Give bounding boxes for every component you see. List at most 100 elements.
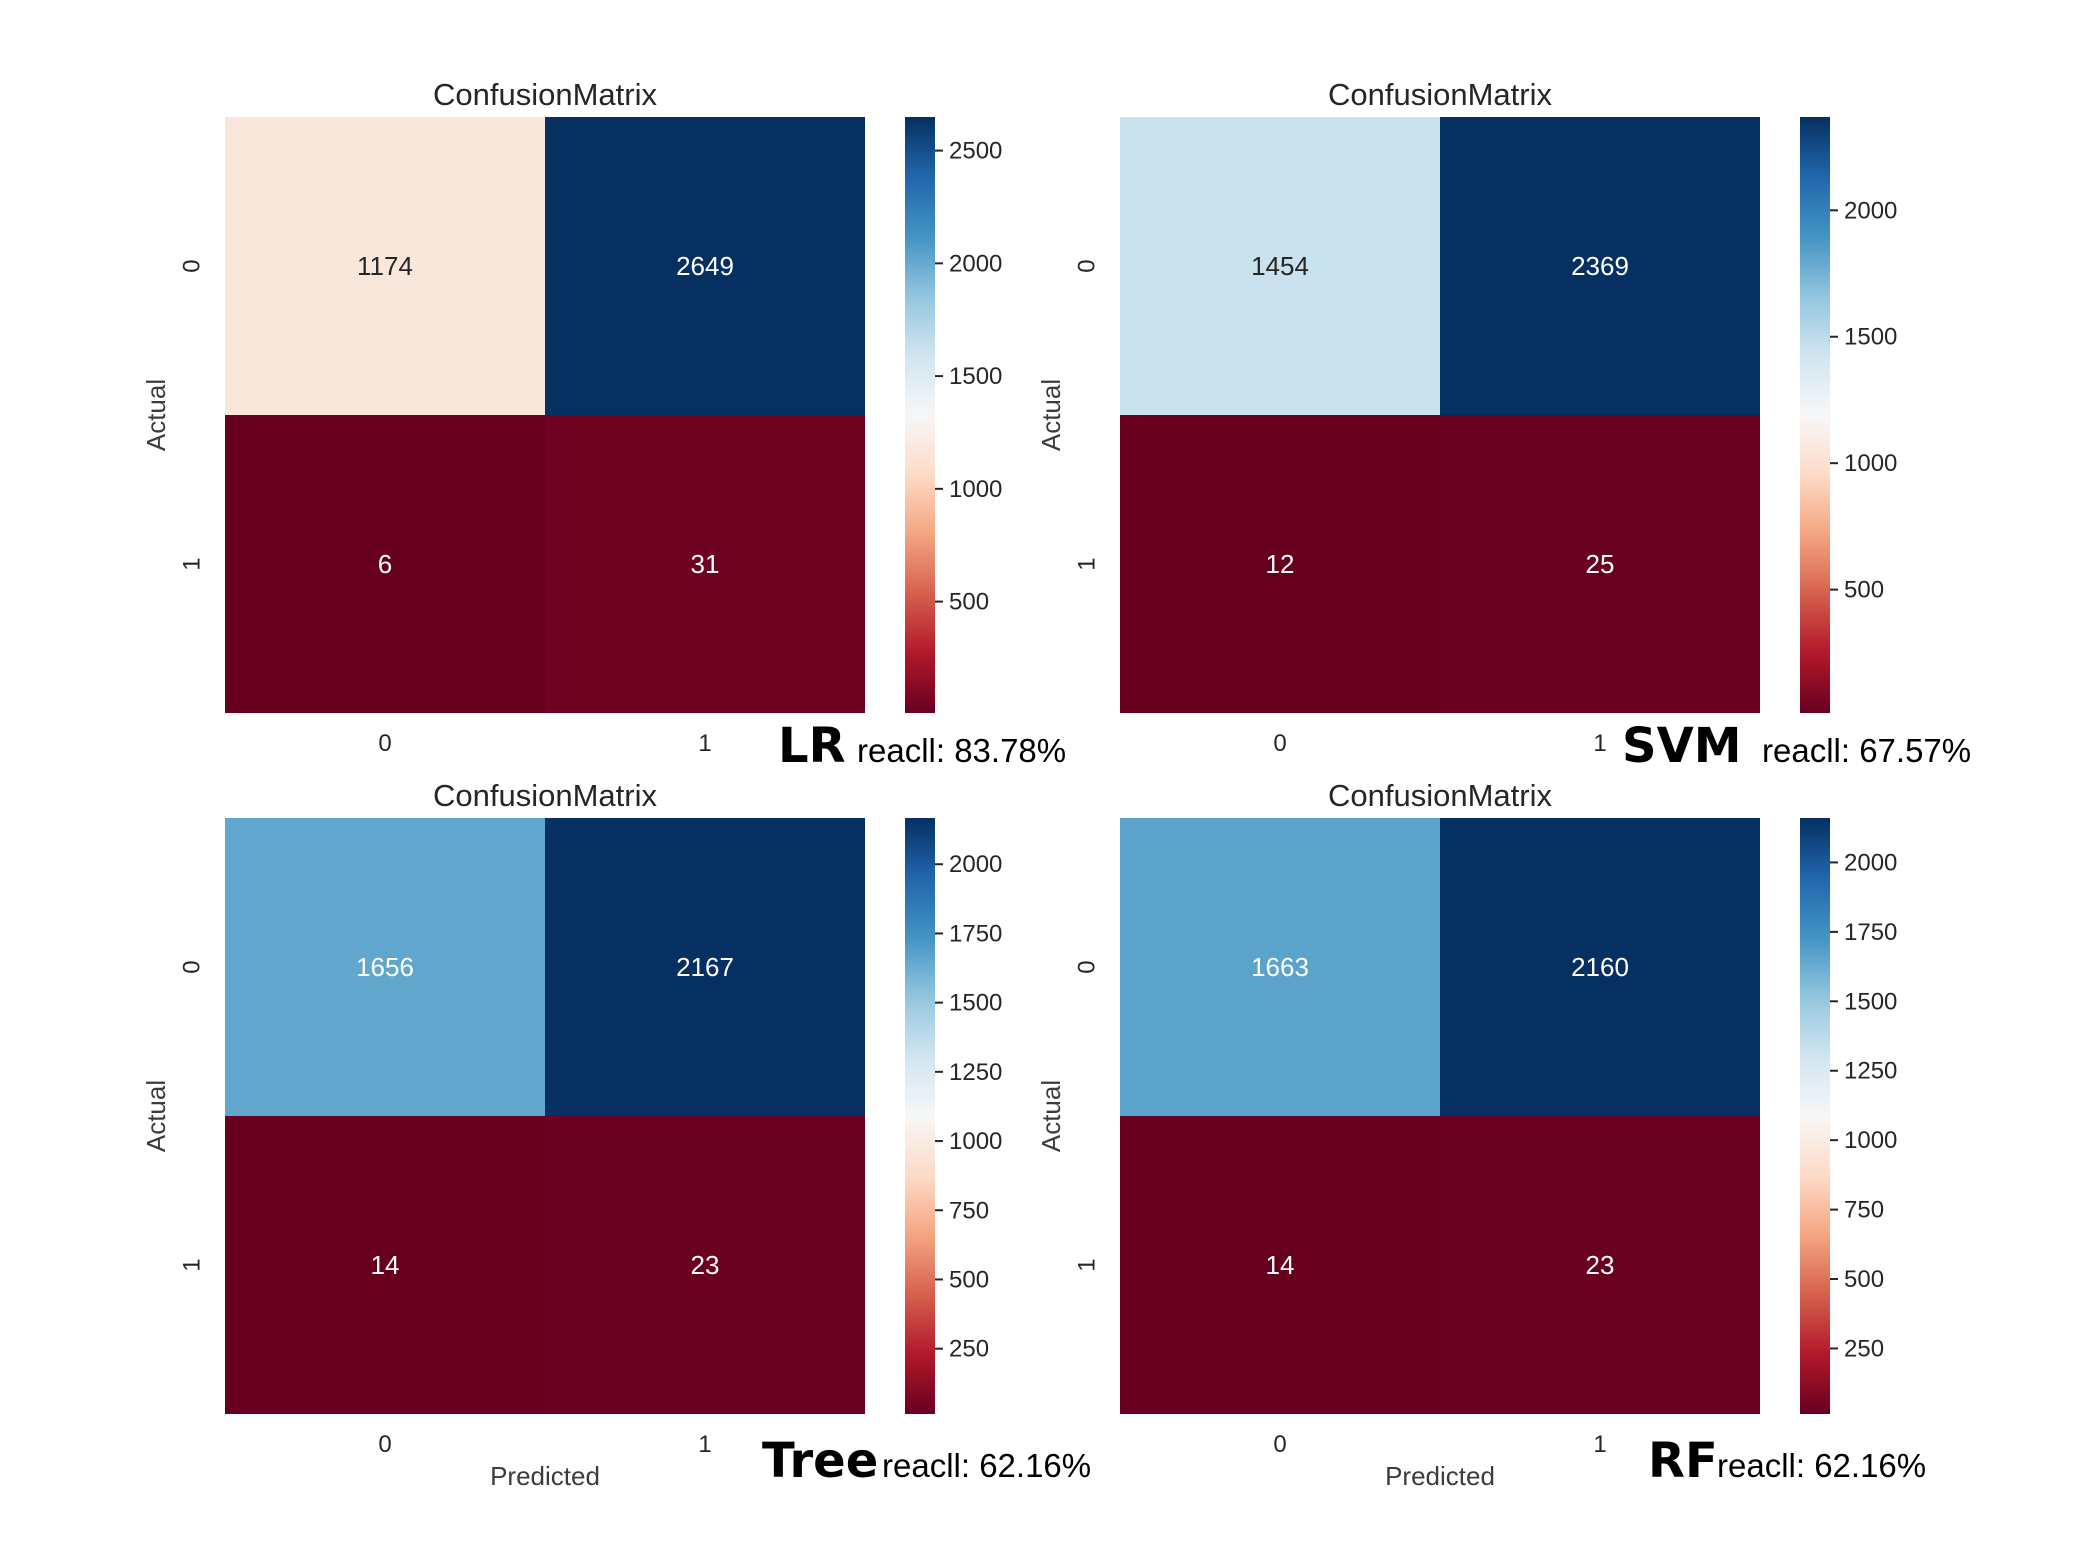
y-axis-label: Actual	[141, 379, 171, 451]
colorbar-tick-label-2500: 2500	[949, 138, 1002, 165]
heatmap-cell-0-0	[1120, 818, 1440, 1116]
heatmap-cell-0-1	[1440, 818, 1760, 1116]
heatmap-cell-1-0	[225, 415, 545, 713]
heatmap-cell-0-1	[1440, 117, 1760, 415]
colorbar-tick-label-750: 750	[1844, 1197, 1884, 1224]
heatmap-cell-0-1	[545, 818, 865, 1116]
x-tick-label-1: 1	[1593, 730, 1606, 757]
y-tick-label-1: 1	[178, 1258, 205, 1271]
cell-value-label-1-0: 14	[1266, 1250, 1295, 1280]
cell-value-label-1-1: 23	[1586, 1250, 1615, 1280]
x-tick-label-1: 1	[1593, 1431, 1606, 1458]
panel-lr: ConfusionMatrix 1174 2649 6 31 0 1 0 1 Actual 500 1…	[141, 77, 1066, 774]
colorbar-tick-label-2000: 2000	[1844, 849, 1897, 876]
colorbar-tick-label-500: 500	[1844, 577, 1884, 604]
colorbar	[905, 117, 935, 713]
colorbar-tick-label-2000: 2000	[949, 851, 1002, 878]
panel-tree: ConfusionMatrix 1656 2167 14 23 0 1 0 1 Actual Pre…	[141, 778, 1091, 1491]
recall-label: reacll: 83.78%	[857, 732, 1066, 769]
heatmap-cell-1-0	[1120, 1116, 1440, 1414]
colorbar-tick-label-1000: 1000	[949, 1128, 1002, 1155]
cell-value-label-1-0: 6	[378, 549, 392, 579]
y-tick-label-1: 1	[1073, 1258, 1100, 1271]
y-tick-label-0: 0	[178, 960, 205, 973]
colorbar-tick-label-1000: 1000	[949, 476, 1002, 503]
chart-title: ConfusionMatrix	[1328, 778, 1552, 813]
heatmap-cell-1-1	[1440, 415, 1760, 713]
colorbar-tick-label-1500: 1500	[1844, 324, 1897, 351]
colorbar-tick-label-500: 500	[949, 589, 989, 616]
chart-title: ConfusionMatrix	[433, 77, 657, 112]
cell-value-label-1-1: 31	[691, 549, 720, 579]
heatmap-cell-0-1	[545, 117, 865, 415]
x-tick-label-1: 1	[698, 1431, 711, 1458]
heatmap-cell-1-1	[1440, 1116, 1760, 1414]
cell-value-label-1-0: 12	[1266, 549, 1295, 579]
heatmap-cell-1-0	[225, 1116, 545, 1414]
x-tick-label-0: 0	[378, 730, 391, 757]
cell-value-label-0-1: 2167	[676, 952, 734, 982]
x-axis-label: Predicted	[490, 1461, 600, 1491]
recall-label: reacll: 62.16%	[882, 1447, 1091, 1484]
y-tick-label-1: 1	[178, 557, 205, 570]
colorbar-tick-label-250: 250	[1844, 1335, 1884, 1362]
heatmap-cell-1-1	[545, 415, 865, 713]
colorbar-tick-label-500: 500	[949, 1266, 989, 1293]
heatmap-cell-1-0	[1120, 415, 1440, 713]
y-tick-label-0: 0	[1073, 259, 1100, 272]
chart-title: ConfusionMatrix	[1328, 77, 1552, 112]
cell-value-label-0-0: 1454	[1251, 251, 1309, 281]
colorbar-tick-label-500: 500	[1844, 1266, 1884, 1293]
x-tick-label-1: 1	[698, 730, 711, 757]
colorbar-tick-label-1000: 1000	[1844, 1127, 1897, 1154]
colorbar-tick-label-1250: 1250	[1844, 1058, 1897, 1085]
panel-svm: ConfusionMatrix 1454 2369 12 25 0 1 0 1 Actual 500…	[1036, 77, 1971, 774]
panel-rf: ConfusionMatrix 1663 2160 14 23 0 1 0 1 Actual Pre…	[1036, 778, 1926, 1491]
heatmap-cell-0-0	[225, 818, 545, 1116]
y-tick-label-0: 0	[178, 259, 205, 272]
cell-value-label-1-0: 14	[371, 1250, 400, 1280]
y-tick-label-0: 0	[1073, 960, 1100, 973]
model-name-label: Tree	[762, 1433, 878, 1489]
x-tick-label-0: 0	[378, 1431, 391, 1458]
model-name-label: RF	[1648, 1433, 1718, 1489]
cell-value-label-1-1: 23	[691, 1250, 720, 1280]
colorbar	[905, 818, 935, 1414]
colorbar-tick-label-1500: 1500	[949, 990, 1002, 1017]
chart-title: ConfusionMatrix	[433, 778, 657, 813]
colorbar-tick-label-2000: 2000	[1844, 197, 1897, 224]
model-name-label: LR	[778, 718, 846, 774]
colorbar-tick-label-1750: 1750	[949, 920, 1002, 947]
heatmap-cell-1-1	[545, 1116, 865, 1414]
recall-label: reacll: 62.16%	[1717, 1447, 1926, 1484]
cell-value-label-0-1: 2649	[676, 251, 734, 281]
cell-value-label-1-1: 25	[1586, 549, 1615, 579]
cell-value-label-0-0: 1656	[356, 952, 414, 982]
colorbar	[1800, 818, 1830, 1414]
y-axis-label: Actual	[1036, 379, 1066, 451]
colorbar-tick-label-1250: 1250	[949, 1059, 1002, 1086]
colorbar-tick-label-1500: 1500	[1844, 988, 1897, 1015]
heatmap-cell-0-0	[1120, 117, 1440, 415]
recall-label: reacll: 67.57%	[1762, 732, 1971, 769]
x-axis-label: Predicted	[1385, 1461, 1495, 1491]
cell-value-label-0-0: 1663	[1251, 952, 1309, 982]
colorbar	[1800, 117, 1830, 713]
colorbar-tick-label-2000: 2000	[949, 250, 1002, 277]
colorbar-tick-label-250: 250	[949, 1336, 989, 1363]
colorbar-tick-label-1750: 1750	[1844, 919, 1897, 946]
colorbar-tick-label-1000: 1000	[1844, 450, 1897, 477]
cell-value-label-0-1: 2160	[1571, 952, 1629, 982]
heatmap-cell-0-0	[225, 117, 545, 415]
y-axis-label: Actual	[1036, 1080, 1066, 1152]
y-axis-label: Actual	[141, 1080, 171, 1152]
y-tick-label-1: 1	[1073, 557, 1100, 570]
x-tick-label-0: 0	[1273, 730, 1286, 757]
x-tick-label-0: 0	[1273, 1431, 1286, 1458]
cell-value-label-0-1: 2369	[1571, 251, 1629, 281]
cell-value-label-0-0: 1174	[357, 251, 413, 281]
colorbar-tick-label-750: 750	[949, 1197, 989, 1224]
model-name-label: SVM	[1622, 718, 1741, 774]
colorbar-tick-label-1500: 1500	[949, 363, 1002, 390]
